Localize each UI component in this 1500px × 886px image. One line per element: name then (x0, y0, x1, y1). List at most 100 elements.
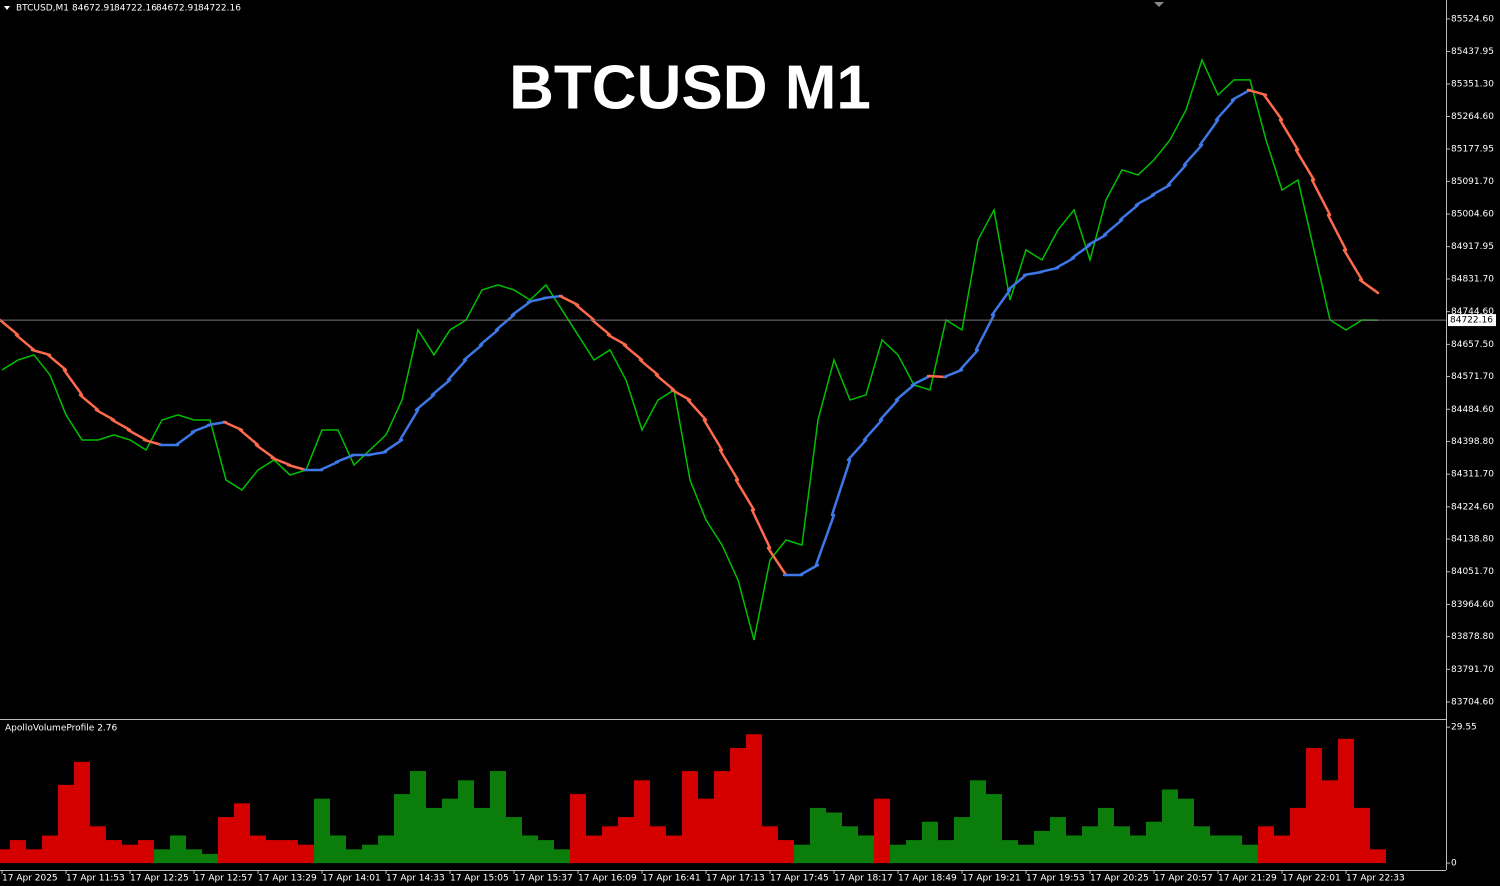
volume-bar (202, 853, 218, 864)
y-tick-label: 85351.30 (1451, 79, 1494, 89)
ma-segment (1006, 273, 1028, 292)
y-tick-label: 83878.80 (1451, 632, 1494, 642)
low-price: 84672.91 (156, 4, 199, 14)
y-tick-label: 84051.70 (1451, 567, 1494, 577)
volume-bar (922, 821, 938, 864)
scroll-marker (1154, 2, 1164, 7)
volume-bar (506, 817, 522, 864)
volume-bar (890, 844, 906, 864)
volume-bar (1354, 807, 1370, 864)
x-tick-label: 17 Apr 22:33 (1346, 874, 1405, 884)
volume-bar (1082, 826, 1098, 864)
x-tick-label: 17 Apr 22:01 (1282, 874, 1341, 884)
y-tick-label: 84831.70 (1451, 274, 1494, 284)
volume-bar (794, 844, 810, 864)
ma-segment (414, 393, 436, 412)
volume-bar (458, 780, 474, 864)
volume-bar (906, 840, 922, 864)
volume-bar (1178, 798, 1194, 864)
volume-bar (1018, 844, 1034, 864)
x-tick-label: 17 Apr 15:37 (514, 874, 573, 884)
ma-segment (1134, 193, 1156, 207)
ma-segment (30, 348, 52, 357)
ma-segment (1166, 163, 1188, 187)
ma-segment (286, 463, 308, 472)
ma-segment (846, 438, 868, 462)
volume-bar (762, 826, 778, 864)
x-tick-label: 17 Apr 15:05 (450, 874, 509, 884)
x-tick-label: 17 Apr 18:49 (898, 874, 957, 884)
volume-bar (90, 826, 106, 864)
volume-bar (1002, 840, 1018, 864)
ma-segment (1310, 178, 1332, 217)
indicator-title: ApolloVolumeProfile 2.76 (5, 724, 118, 734)
ma-segment (334, 453, 356, 464)
ma-segment (1294, 148, 1316, 182)
volume-bar (1034, 830, 1050, 864)
ma-segment (798, 563, 820, 577)
volume-bar (1226, 835, 1242, 864)
volume-bar (1114, 826, 1130, 864)
x-tick-label: 17 Apr 19:53 (1026, 874, 1085, 884)
ma-segment (494, 313, 516, 332)
ma-segment (1070, 243, 1092, 260)
volume-bar (1338, 738, 1354, 864)
volume-bar (858, 835, 874, 864)
volume-bar (1242, 844, 1258, 864)
menu-triangle[interactable] (4, 6, 10, 10)
ma-segment (478, 328, 500, 347)
volume-bar (650, 826, 666, 864)
volume-bar (874, 798, 890, 864)
y-tick-label: 83704.60 (1451, 698, 1494, 708)
volume-bar (426, 807, 442, 864)
ma-segment (398, 408, 420, 442)
last-price-label: 84722.16 (1450, 316, 1493, 326)
ma-segment (190, 423, 212, 434)
x-tick-label: 17 Apr 21:29 (1218, 874, 1277, 884)
volume-bar (1066, 835, 1082, 864)
ma-segment (318, 460, 340, 472)
volume-bar (74, 761, 90, 864)
ma-segment (606, 333, 628, 347)
volume-bar (490, 771, 506, 864)
y-tick-label: 0 (1451, 859, 1457, 869)
ma-segment (1246, 88, 1268, 97)
ma-segment (254, 443, 276, 460)
volume-bar (42, 835, 58, 864)
volume-bar (346, 849, 362, 864)
ma-segment (238, 428, 260, 447)
ma-segment (862, 418, 884, 442)
ma-segment (574, 303, 596, 322)
ma-segment (1086, 233, 1108, 247)
volume-bar (522, 835, 538, 864)
ma-segment (1182, 143, 1204, 167)
ma-segment (1326, 213, 1348, 252)
x-tick-label: 17 Apr 12:25 (130, 874, 189, 884)
ma-segment (46, 353, 68, 372)
ma-segment (654, 373, 676, 392)
volume-bar (442, 798, 458, 864)
ma-segment (462, 343, 484, 362)
volume-bar (282, 840, 298, 864)
ma-segment (142, 438, 164, 447)
ma-segment (270, 456, 292, 467)
volume-bar (778, 840, 794, 864)
ma-segment (1102, 218, 1124, 237)
x-tick-label: 17 Apr 16:41 (642, 874, 701, 884)
ma-segment (990, 288, 1012, 317)
volume-bar (378, 835, 394, 864)
ma-segment (1150, 183, 1172, 197)
volume-bar (1306, 748, 1322, 864)
y-tick-label: 84571.70 (1451, 372, 1494, 382)
ma-segment (1118, 203, 1140, 222)
volume-bar (1146, 821, 1162, 864)
y-tick-label: 83791.70 (1451, 665, 1494, 675)
volume-bar (410, 771, 426, 864)
volume-bar (186, 849, 202, 864)
volume-bar (394, 794, 410, 864)
volume-bar (234, 803, 250, 864)
y-tick-label: 84917.95 (1451, 242, 1494, 252)
ma-segment (1342, 248, 1364, 282)
